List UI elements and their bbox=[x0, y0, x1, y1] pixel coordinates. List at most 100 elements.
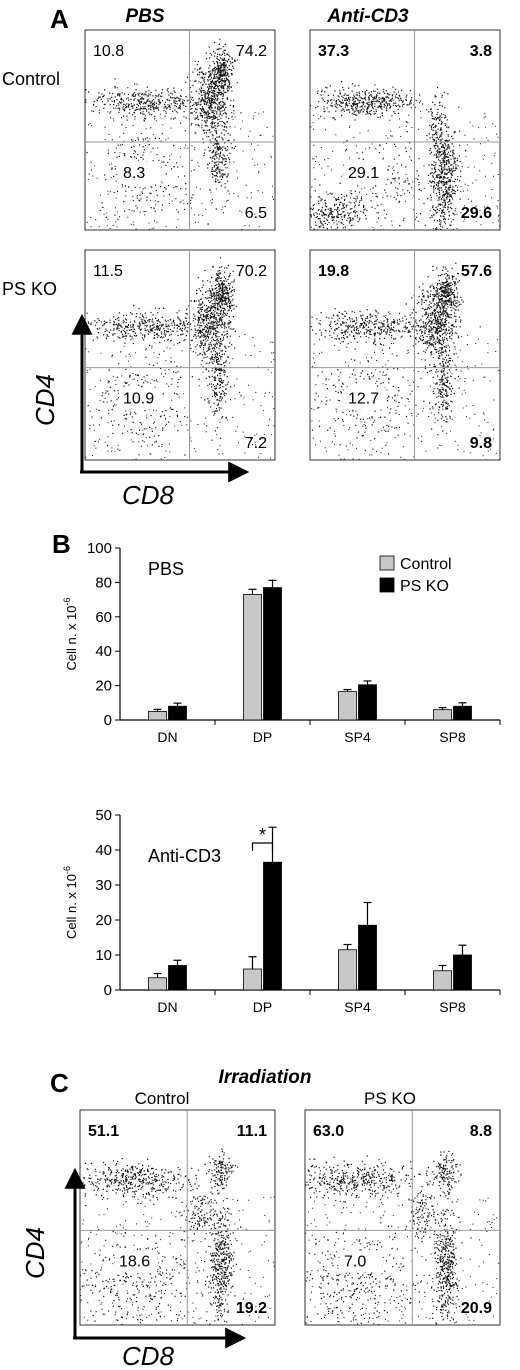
quadrant-percent-ur: 57.6 bbox=[461, 263, 492, 280]
x-tick-label: SP8 bbox=[439, 999, 466, 1015]
label-backdrop bbox=[119, 387, 161, 410]
bar-ps-ko-sp4 bbox=[358, 684, 377, 721]
quadrant-percent-ur: 3.8 bbox=[470, 43, 492, 60]
panel-b-letter: B bbox=[52, 529, 71, 559]
plot-frame bbox=[309, 29, 501, 231]
bar-control-dn bbox=[148, 711, 167, 721]
quadrant-percent-ll: 7.0 bbox=[344, 1253, 366, 1270]
plot-frame bbox=[79, 1109, 276, 1326]
quadrant-percent-ll: 10.9 bbox=[123, 391, 154, 408]
quadrant-percent-lr: 20.9 bbox=[461, 1300, 492, 1317]
y-tick-label: 100 bbox=[87, 540, 112, 557]
bar-ps-ko-sp8 bbox=[453, 954, 472, 991]
label-backdrop bbox=[115, 1250, 157, 1273]
col-title-pbs: PBS bbox=[125, 6, 164, 27]
quadrant-percent-ur: 11.1 bbox=[237, 1123, 267, 1140]
cd8-axis-label-c: CD8 bbox=[122, 1341, 175, 1370]
y-tick-label: 0 bbox=[104, 982, 112, 999]
bar-ps-ko-sp4 bbox=[358, 924, 377, 991]
label-backdrop bbox=[344, 162, 386, 184]
chart-title: PBS bbox=[148, 559, 184, 579]
bar-chart-anticd3: 0 10 20 30 40 50 Cell n. x 10-6 DN DP SP4 SP8 Anti-… bbox=[62, 807, 501, 1015]
quadrant-percent-ul: 51.1 bbox=[88, 1123, 119, 1140]
panel-a-letter: A bbox=[50, 4, 69, 34]
panel-c-letter: C bbox=[50, 1068, 69, 1098]
bar-control-dp bbox=[243, 594, 262, 721]
quadrant-percent-ul: 10.8 bbox=[93, 43, 124, 60]
x-tick-label: SP4 bbox=[344, 999, 371, 1015]
label-backdrop bbox=[119, 162, 161, 184]
y-axis-label: Cell n. x 10-6 bbox=[62, 866, 79, 939]
y-tick-label: 80 bbox=[95, 574, 112, 591]
scatter-events bbox=[310, 80, 500, 230]
y-axis-label: Cell n. x 10-6 bbox=[62, 597, 79, 670]
plot-frame bbox=[84, 29, 276, 231]
cd8-axis-label: CD8 bbox=[122, 480, 175, 510]
legend-label: Control bbox=[400, 556, 452, 573]
quadrant-percent-ur: 70.2 bbox=[236, 263, 267, 280]
quadrant-percent-ul: 11.5 bbox=[93, 263, 123, 280]
quadrant-percent-lr: 7.2 bbox=[245, 435, 267, 452]
label-backdrop bbox=[340, 1250, 382, 1273]
quadrant-percent-ll: 8.3 bbox=[123, 165, 145, 182]
y-tick-label: 60 bbox=[95, 609, 112, 626]
quadrant-percent-lr: 29.6 bbox=[461, 205, 492, 222]
quadrant-percent-ul: 63.0 bbox=[313, 1123, 344, 1140]
plot-frame bbox=[309, 249, 501, 461]
plot-frame bbox=[304, 1109, 501, 1326]
bar-ps-ko-dp bbox=[263, 861, 282, 991]
significance-star: * bbox=[259, 825, 266, 845]
x-tick-label: SP4 bbox=[344, 729, 371, 745]
y-tick-label: 30 bbox=[95, 877, 112, 894]
plot-frame bbox=[84, 249, 276, 461]
scatter-events bbox=[310, 262, 500, 460]
cd4-axis-label-c: CD4 bbox=[20, 1227, 50, 1279]
x-tick-label: DN bbox=[157, 729, 177, 745]
label-backdrop bbox=[344, 387, 386, 410]
facs-plot-pskd-anticd3: 19.8 57.6 12.7 9.8 bbox=[309, 249, 501, 461]
quadrant-percent-lr: 9.8 bbox=[470, 435, 492, 452]
y-tick-label: 40 bbox=[95, 842, 112, 859]
x-tick-label: DP bbox=[253, 999, 272, 1015]
bar-ps-ko-dn bbox=[168, 965, 187, 991]
col-title-anticd3: Anti-CD3 bbox=[326, 6, 409, 27]
chart-title: Anti-CD3 bbox=[148, 846, 221, 866]
bar-control-sp8 bbox=[433, 709, 452, 721]
quadrant-percent-ur: 8.8 bbox=[470, 1123, 492, 1140]
y-tick-label: 20 bbox=[95, 912, 112, 929]
quadrant-percent-ul: 19.8 bbox=[318, 263, 349, 280]
quadrant-percent-ll: 18.6 bbox=[119, 1253, 150, 1270]
facs-plot-control-anticd3: 37.3 3.8 29.1 29.6 bbox=[309, 29, 501, 231]
facs-plot-irradiation-pskd: 63.0 8.8 7.0 20.9 bbox=[304, 1109, 501, 1326]
bar-ps-ko-sp8 bbox=[453, 705, 472, 721]
facs-plot-pskd-pbs: 11.5 70.2 10.9 7.2 bbox=[84, 249, 276, 461]
y-tick-label: 50 bbox=[95, 807, 112, 824]
bar-ps-ko-dp bbox=[263, 587, 282, 721]
row-label-pskd: PS KO bbox=[2, 279, 57, 299]
legend-swatch bbox=[379, 555, 395, 571]
facs-plot-irradiation-control: 51.1 11.1 18.6 19.2 bbox=[79, 1109, 276, 1326]
x-tick-label: SP8 bbox=[439, 729, 466, 745]
x-tick-label: DP bbox=[253, 729, 272, 745]
bar-control-sp4 bbox=[338, 691, 357, 721]
plot-header-pskd: PS KO bbox=[364, 1089, 416, 1108]
significance-bracket bbox=[251, 842, 274, 851]
bar-control-sp4 bbox=[338, 949, 357, 991]
legend-swatch bbox=[379, 577, 395, 593]
y-tick-label: 10 bbox=[95, 947, 112, 964]
bar-control-sp8 bbox=[433, 970, 452, 991]
y-tick-label: 40 bbox=[95, 643, 112, 660]
quadrant-percent-ur: 74.2 bbox=[236, 43, 267, 60]
irradiation-title: Irradiation bbox=[219, 1067, 312, 1088]
plot-header-control: Control bbox=[135, 1089, 190, 1108]
row-label-control: Control bbox=[2, 69, 60, 89]
bar-ps-ko-dn bbox=[168, 705, 187, 721]
facs-plot-control-pbs: 10.8 74.2 8.3 6.5 bbox=[84, 29, 276, 231]
quadrant-percent-ul: 37.3 bbox=[318, 43, 349, 60]
y-tick-label: 20 bbox=[95, 678, 112, 695]
cd4-axis-label: CD4 bbox=[30, 374, 60, 426]
quadrant-percent-ll: 12.7 bbox=[348, 391, 379, 408]
quadrant-percent-ll: 29.1 bbox=[348, 165, 379, 182]
bar-control-dp bbox=[243, 968, 262, 991]
